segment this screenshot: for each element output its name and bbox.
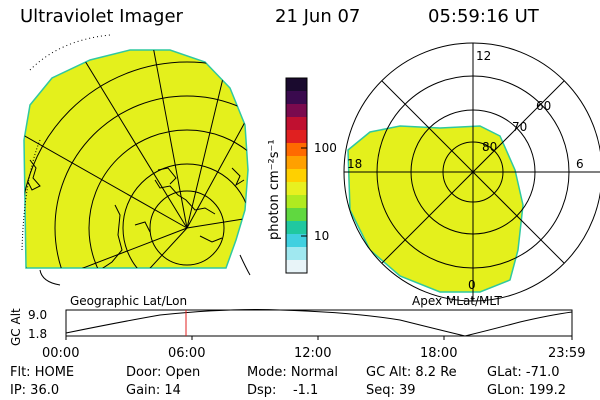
latitude-circles xyxy=(24,61,248,268)
flight-mode-text: Flt: HOME xyxy=(10,365,75,380)
time-tick-2359: 23:59 xyxy=(548,346,585,361)
door-status-text: Door: Open xyxy=(126,365,201,380)
colorbar-segment xyxy=(286,182,307,196)
sequence-text: Seq: 39 xyxy=(366,383,416,398)
colorbar-segment xyxy=(286,195,307,209)
mlt-label-6: 6 xyxy=(576,157,584,171)
instrument-title: Ultraviolet Imager xyxy=(20,6,183,27)
time-tick-1200: 12:00 xyxy=(294,346,331,361)
mlt-label-18: 18 xyxy=(347,157,362,171)
ip-text: IP: 36.0 xyxy=(10,383,60,398)
mode-text: Mode: Normal xyxy=(247,365,338,380)
time-tick-1800: 18:00 xyxy=(420,346,457,361)
mlt-label-12: 12 xyxy=(476,49,491,63)
colorbar-segment xyxy=(286,117,307,131)
colorbar-segment xyxy=(286,169,307,183)
colorbar-segment xyxy=(286,247,307,261)
geo-longitude-text: GLon: 199.2 xyxy=(487,383,567,398)
colorbar-segment xyxy=(286,221,307,235)
altitude-ytick-high: 9.0 xyxy=(28,308,47,322)
coastlines xyxy=(27,159,245,268)
dsp-text: Dsp: -1.1 xyxy=(247,383,319,398)
geo-latitude-text: GLat: -71.0 xyxy=(487,365,560,380)
altitude-ytick-low: 1.8 xyxy=(28,327,47,341)
colorbar-segment xyxy=(286,78,307,92)
geographic-image-panel xyxy=(21,34,251,286)
mlat-label-70: 70 xyxy=(512,120,527,134)
colorbar-segment xyxy=(286,234,307,248)
altitude-plot: GC Alt 9.0 1.8 00:00 06:00 12:00 18:00 2… xyxy=(9,308,585,361)
colorbar-segment xyxy=(286,156,307,170)
mlt-label-0: 0 xyxy=(468,278,476,292)
magnetic-polar-panel: 12 18 6 0 60 70 80 xyxy=(343,42,600,302)
colorbar-unit-label: photon cm⁻²s⁻¹ xyxy=(267,139,282,240)
gc-altitude-text: GC Alt: 8.2 Re xyxy=(366,365,457,380)
intensity-colorbar: 100 10 photon cm⁻²s⁻¹ xyxy=(267,77,337,274)
colorbar-segment xyxy=(286,143,307,157)
colorbar-tick-100: 100 xyxy=(314,141,337,155)
colorbar-segment xyxy=(286,208,307,222)
colorbar-segment xyxy=(286,104,307,118)
observation-time: 05:59:16 UT xyxy=(428,6,539,27)
altitude-curve xyxy=(65,309,573,337)
uv-emission-region xyxy=(23,49,249,269)
observation-date: 21 Jun 07 xyxy=(275,6,361,27)
mlat-label-80: 80 xyxy=(482,140,497,154)
colorbar-segment xyxy=(286,260,307,274)
night-boundary-arc xyxy=(21,139,41,251)
colorbar-segment xyxy=(286,91,307,105)
time-tick-0600: 06:00 xyxy=(168,346,205,361)
colorbar-segment xyxy=(286,130,307,144)
right-panel-caption: Apex MLat/MLT xyxy=(412,294,502,308)
time-tick-0000: 00:00 xyxy=(42,346,79,361)
altitude-ylabel: GC Alt xyxy=(9,308,23,346)
mlat-label-60: 60 xyxy=(536,99,551,113)
colorbar-tick-10: 10 xyxy=(314,229,329,243)
left-panel-caption: Geographic Lat/Lon xyxy=(70,294,187,308)
gain-text: Gain: 14 xyxy=(126,383,181,398)
